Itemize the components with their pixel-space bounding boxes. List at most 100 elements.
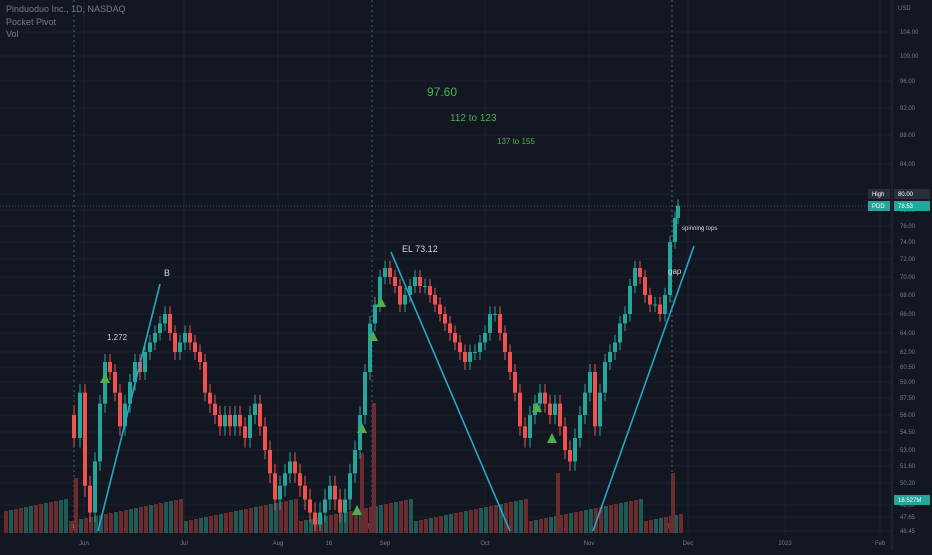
candle-body bbox=[583, 392, 587, 415]
volume-bar bbox=[504, 503, 508, 533]
trend-line[interactable] bbox=[97, 283, 161, 532]
trend-line[interactable] bbox=[390, 251, 511, 532]
pocket-pivot-triangle bbox=[532, 402, 542, 412]
volume-bar-spike bbox=[74, 478, 78, 533]
volume-bar bbox=[619, 503, 623, 533]
candle-body bbox=[288, 461, 292, 474]
volume-bar bbox=[399, 501, 403, 533]
volume-bar bbox=[259, 506, 263, 533]
volume-bar bbox=[189, 520, 193, 533]
annotations: 97.60 112 to 123 137 to 155 B 1.272 EL 7… bbox=[107, 85, 717, 342]
time-axis[interactable]: Jun Jul Aug 16 Sep Oct Nov Dec 2023 Feb bbox=[79, 541, 886, 547]
candle-body bbox=[238, 415, 242, 427]
volume-bar bbox=[589, 509, 593, 533]
volume-bar bbox=[574, 512, 578, 533]
annotation-el: EL 73.12 bbox=[402, 244, 438, 254]
candle-body bbox=[218, 415, 222, 427]
volume-bar bbox=[104, 514, 108, 533]
volume-bar bbox=[649, 520, 653, 533]
price-tick-label: 96.00 bbox=[900, 79, 916, 85]
candle-body bbox=[573, 438, 577, 462]
candle-body bbox=[608, 352, 612, 362]
volume-bar bbox=[9, 510, 13, 533]
price-tag-value: 18.527M bbox=[898, 498, 921, 504]
candle-body bbox=[98, 403, 102, 462]
volume-bar bbox=[659, 518, 663, 533]
candle-body bbox=[133, 362, 137, 382]
candle-body bbox=[403, 295, 407, 305]
candle-body bbox=[363, 372, 367, 415]
volume-bar bbox=[264, 505, 268, 533]
price-tick-label: 59.00 bbox=[900, 380, 916, 386]
volume-bar bbox=[404, 500, 408, 533]
candle-body bbox=[643, 277, 647, 295]
candle-body bbox=[548, 403, 552, 415]
candle-body bbox=[593, 372, 597, 427]
volume-bar bbox=[614, 504, 618, 533]
price-tag-box bbox=[894, 201, 930, 211]
volume-bar bbox=[289, 500, 293, 533]
candle-body bbox=[588, 372, 592, 393]
candle-body bbox=[513, 372, 517, 393]
price-axis[interactable]: USD 46.45 47.65 48.60 50.20 51.60 53.00 54.50 5… bbox=[891, 0, 919, 550]
time-tick-label: Aug bbox=[273, 541, 284, 547]
candle-body bbox=[148, 342, 152, 352]
time-tick-label: Dec bbox=[683, 541, 694, 547]
volume-bar bbox=[14, 509, 18, 533]
volume-bar bbox=[94, 516, 98, 533]
price-tick-label: 84.00 bbox=[900, 162, 916, 168]
volume-bar bbox=[519, 500, 523, 533]
pocket-pivot-triangle bbox=[100, 373, 110, 383]
volume-bar bbox=[604, 506, 608, 533]
price-tick-label: 70.00 bbox=[900, 275, 916, 281]
candle-body bbox=[283, 473, 287, 486]
candle-body bbox=[138, 362, 142, 372]
indicator-label: Pocket Pivot bbox=[6, 17, 57, 27]
volume-label: Vol bbox=[6, 29, 19, 39]
candle-body bbox=[268, 450, 272, 474]
candle-body bbox=[208, 392, 212, 404]
volume-bar bbox=[584, 510, 588, 533]
candle-body bbox=[168, 314, 172, 333]
volume-bar bbox=[409, 499, 413, 533]
candle-body bbox=[253, 403, 257, 415]
time-tick-label: Sep bbox=[380, 541, 391, 547]
price-tag-value: 78.53 bbox=[898, 204, 914, 210]
candle-body bbox=[88, 485, 92, 513]
chart-title: Pinduoduo Inc., 1D, NASDAQ bbox=[6, 4, 126, 14]
candle-body bbox=[378, 277, 382, 305]
candle-body bbox=[243, 426, 247, 438]
candle-body bbox=[258, 403, 262, 427]
volume-bar bbox=[664, 517, 668, 533]
price-tag-name: PDD bbox=[872, 204, 885, 210]
volume-bar bbox=[79, 519, 83, 533]
candle-body bbox=[323, 499, 327, 513]
candle-body bbox=[658, 304, 662, 314]
candle-body bbox=[613, 342, 617, 352]
candle-body bbox=[228, 415, 232, 427]
candle-body bbox=[428, 286, 432, 295]
volume-bar bbox=[509, 502, 513, 533]
volume-bar bbox=[229, 512, 233, 533]
volume-bar bbox=[499, 504, 503, 533]
pocket-pivot-triangle bbox=[357, 423, 367, 433]
price-tick-label: 76.00 bbox=[900, 224, 916, 230]
volume-bar bbox=[124, 510, 128, 533]
volume-bar bbox=[214, 515, 218, 533]
candle-body bbox=[188, 333, 192, 343]
candle-body bbox=[128, 382, 132, 404]
volume-bar bbox=[484, 507, 488, 533]
volume-bar bbox=[439, 516, 443, 533]
trend-line[interactable] bbox=[592, 245, 695, 532]
candle-body bbox=[368, 323, 372, 372]
candle-body bbox=[348, 473, 352, 500]
pocket-pivot-markers bbox=[100, 297, 557, 515]
volume-bar bbox=[579, 511, 583, 533]
volume-bar-spike bbox=[372, 403, 376, 533]
candle-body bbox=[538, 392, 542, 404]
price-tag-box bbox=[894, 189, 930, 199]
volume-bars bbox=[4, 403, 683, 533]
volume-bar bbox=[364, 508, 368, 533]
